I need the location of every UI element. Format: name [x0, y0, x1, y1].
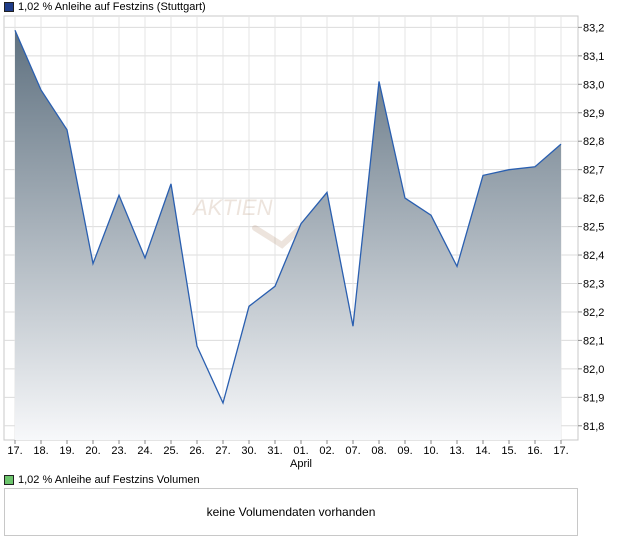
x-tick-label: 20. [85, 445, 100, 457]
x-tick-label: 23. [111, 445, 126, 457]
x-tick-label: 16. [527, 445, 542, 457]
y-tick-label: 82,9 [583, 108, 604, 120]
y-tick-label: 82,4 [583, 250, 604, 262]
series-line [14, 29, 562, 405]
x-tick-label: 10. [423, 445, 438, 457]
area-fill [15, 30, 561, 440]
x-tick-label: 27. [215, 445, 230, 457]
x-tick-label: 17. [7, 445, 22, 457]
legend-price: 1,02 % Anleihe auf Festzins (Stuttgart) [4, 0, 206, 14]
y-tick-label: 82,7 [583, 165, 604, 177]
y-tick-label: 81,9 [583, 392, 604, 404]
y-tick-label: 82,8 [583, 136, 604, 148]
x-tick-label: 15. [501, 445, 516, 457]
y-tick-label: 82,6 [583, 193, 604, 205]
watermark-text: AKTIEN [191, 195, 273, 220]
x-axis: 17. 18. 19. 20. 23. 24. 25. 26. 27. 30. 31. 01. 02. 0… [7, 440, 569, 470]
x-tick-label: 01. [293, 445, 308, 457]
y-tick-label: 83,2 [583, 22, 604, 34]
y-tick-label: 82,1 [583, 335, 604, 347]
legend-price-label: 1,02 % Anleihe auf Festzins (Stuttgart) [18, 1, 206, 13]
y-tick-label: 82,0 [583, 364, 604, 376]
legend-swatch-volume [4, 475, 14, 485]
y-tick-label: 82,5 [583, 222, 604, 234]
x-tick-label: 24. [137, 445, 152, 457]
x-tick-label: 08. [371, 445, 386, 457]
volume-panel: keine Volumendaten vorhanden [4, 488, 578, 536]
x-tick-label: 18. [33, 445, 48, 457]
y-tick-label: 82,3 [583, 278, 604, 290]
x-tick-label: 13. [449, 445, 464, 457]
y-tick-label: 82,2 [583, 307, 604, 319]
x-tick-label: 14. [475, 445, 490, 457]
x-tick-label: 31. [267, 445, 282, 457]
x-tick-label: 30. [241, 445, 256, 457]
legend-volume-label: 1,02 % Anleihe auf Festzins Volumen [18, 474, 200, 486]
price-chart: AKTIEN 81,881,982,082,182,282,382,482,58… [3, 15, 604, 470]
x-tick-label: 17. [553, 445, 568, 457]
x-tick-label: 19. [59, 445, 74, 457]
x-tick-label: 25. [163, 445, 178, 457]
y-tick-label: 83,1 [583, 51, 604, 63]
x-tick-label: 09. [397, 445, 412, 457]
volume-empty-message: keine Volumendaten vorhanden [206, 505, 376, 519]
y-axis: 81,8 81,9 82,0 82,1 82,2 82,3 82,4 82,5 82,6 82,7… [578, 22, 604, 433]
legend-volume: 1,02 % Anleihe auf Festzins Volumen [4, 473, 200, 487]
y-tick-label: 83,0 [583, 79, 604, 91]
x-tick-label: 26. [189, 445, 204, 457]
x-tick-label: 02. [319, 445, 334, 457]
legend-swatch-price [4, 2, 14, 12]
y-tick-label: 81,8 [583, 421, 604, 433]
month-label: April [290, 458, 312, 470]
x-tick-label: 07. [345, 445, 360, 457]
